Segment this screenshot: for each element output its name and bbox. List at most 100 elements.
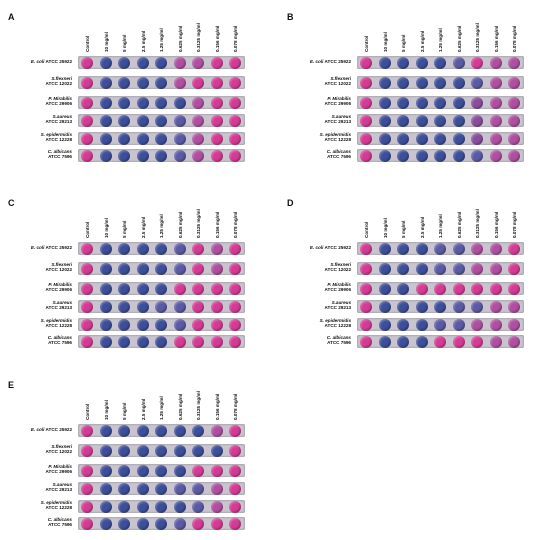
well (118, 262, 130, 275)
column-header: 0.078 mg/ml (512, 211, 517, 238)
column-header: 1.25 mg/ml (159, 396, 164, 420)
column-header: 0.078 mg/ml (233, 393, 238, 420)
well (210, 262, 223, 275)
well (136, 335, 149, 348)
well (508, 149, 520, 162)
well (360, 76, 372, 89)
well (173, 149, 186, 162)
well (489, 96, 502, 109)
row-label: S. epidermidis ATCC 12228 (287, 132, 351, 143)
species-name: P. Mirabilis (327, 282, 351, 287)
species-name: S. epidermidis (40, 500, 72, 505)
well (81, 318, 93, 331)
column-header: 2.5 mg/ml (140, 30, 146, 52)
well (155, 335, 167, 348)
strain-id: ATCC 29906 (324, 101, 351, 107)
well (81, 300, 93, 313)
species-name: S. epidermidis (40, 132, 72, 137)
column-header: 0.156 mg/ml (493, 25, 499, 52)
well (210, 300, 223, 313)
well (192, 132, 204, 145)
well (489, 242, 502, 255)
well-strip (357, 318, 524, 331)
column-header: 2.5 mg/ml (140, 398, 146, 420)
well-strip (357, 335, 524, 348)
well (452, 300, 465, 313)
well (99, 464, 112, 477)
well (452, 76, 465, 89)
well (489, 318, 502, 331)
well (136, 262, 149, 275)
well-strip (78, 242, 245, 255)
well (136, 149, 149, 162)
well (415, 262, 428, 275)
well (192, 76, 204, 89)
well (81, 335, 93, 348)
well (136, 76, 149, 89)
species-name: E. coli (30, 245, 45, 250)
well (508, 96, 520, 109)
column-header: 10 mg/ml (382, 218, 388, 238)
well (210, 482, 223, 495)
well (118, 464, 130, 477)
well (155, 76, 167, 89)
well-strip (78, 96, 245, 109)
row-label: S.flexneri ATCC 12022 (8, 262, 72, 273)
well (118, 76, 130, 89)
well (452, 56, 465, 69)
well (99, 318, 112, 331)
species-name: S.flexneri (51, 262, 72, 267)
well (192, 482, 204, 495)
species-name: S.flexneri (51, 76, 72, 81)
well (192, 242, 204, 255)
well (452, 335, 465, 348)
strain-id: ATCC 25922 (45, 245, 72, 250)
species-name: E. coli (309, 59, 324, 64)
panel-label: D (287, 198, 294, 208)
well (471, 300, 483, 313)
well (360, 149, 372, 162)
well (210, 500, 223, 513)
well (360, 96, 372, 109)
column-header: 10 mg/ml (103, 218, 109, 238)
strain-id: ATCC 12022 (324, 267, 351, 273)
well (136, 96, 149, 109)
well (210, 318, 223, 331)
well (508, 114, 520, 127)
row-label: S.aureus ATCC 29213 (287, 300, 351, 311)
strain-id: ATCC 7596 (48, 340, 72, 346)
well (192, 114, 204, 127)
well-strip (357, 149, 524, 162)
column-header: 2.5 mg/ml (419, 216, 425, 238)
well (210, 464, 223, 477)
well (508, 56, 520, 69)
well (99, 114, 112, 127)
species-name: S.aureus (52, 114, 72, 119)
column-header: 1.25 mg/ml (159, 214, 164, 238)
well (173, 424, 186, 437)
well (155, 114, 167, 127)
well (136, 282, 149, 295)
well-strip (357, 76, 524, 89)
well (471, 242, 483, 255)
species-name: S.aureus (331, 300, 351, 305)
well (489, 132, 502, 145)
well-strip (78, 262, 245, 275)
well (81, 500, 93, 513)
well (118, 242, 130, 255)
well (415, 335, 428, 348)
well (173, 335, 186, 348)
row-label: C. albicans ATCC 7596 (8, 335, 72, 346)
species-name: S.aureus (52, 300, 72, 305)
well (99, 56, 112, 69)
well (136, 242, 149, 255)
well (136, 56, 149, 69)
well (415, 318, 428, 331)
species-name: C. albicans (326, 335, 351, 340)
well (452, 242, 465, 255)
well (434, 114, 446, 127)
well (192, 318, 204, 331)
well (415, 96, 428, 109)
well (99, 500, 112, 513)
well (173, 444, 186, 457)
